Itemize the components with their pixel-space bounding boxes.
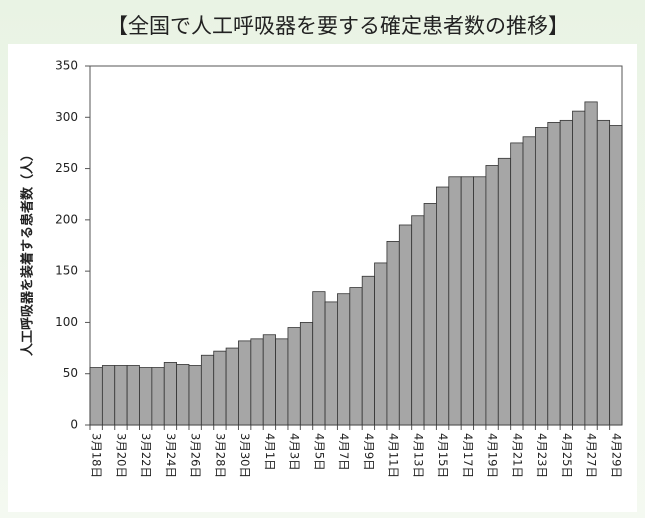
bar xyxy=(361,275,375,426)
bar xyxy=(213,350,227,426)
bar xyxy=(176,364,190,426)
bar xyxy=(510,142,524,426)
bar xyxy=(460,176,474,426)
bar xyxy=(473,176,487,426)
bar xyxy=(534,127,549,426)
y-tick-label: 300 xyxy=(55,110,78,124)
bar xyxy=(436,186,450,426)
y-axis-label: 人工呼吸器を装着する患者数（人） xyxy=(20,148,36,356)
bar xyxy=(275,338,289,426)
x-tick-label: 3月26日 xyxy=(189,433,203,478)
y-tick-label: 50 xyxy=(63,366,78,380)
x-tick-label: 4月3日 xyxy=(288,433,302,471)
bar xyxy=(349,287,363,426)
x-tick-label: 4月27日 xyxy=(585,433,599,478)
y-tick-label: 200 xyxy=(55,212,78,226)
y-tick-label: 100 xyxy=(55,315,78,329)
bar xyxy=(522,136,536,426)
bar xyxy=(250,338,264,426)
bar xyxy=(596,119,611,426)
bar xyxy=(572,110,586,426)
x-tick-label: 3月18日 xyxy=(90,433,104,478)
y-tick-label: 250 xyxy=(55,161,78,175)
bar xyxy=(559,119,573,426)
x-tick-label: 4月1日 xyxy=(263,433,277,471)
bar xyxy=(151,367,165,426)
bar xyxy=(398,224,413,426)
x-tick-label: 4月23日 xyxy=(535,433,549,478)
bar xyxy=(423,203,437,426)
x-tick-label: 4月17日 xyxy=(461,433,475,478)
bar xyxy=(188,365,202,426)
x-tick-label: 4月13日 xyxy=(411,433,425,478)
y-tick-label: 0 xyxy=(70,418,78,432)
bar xyxy=(374,262,388,426)
bar xyxy=(238,340,252,426)
x-tick-label: 3月24日 xyxy=(164,433,178,478)
bar xyxy=(126,365,140,426)
bar xyxy=(89,367,103,426)
bar xyxy=(101,365,116,426)
bar xyxy=(386,240,400,426)
x-tick-label: 3月22日 xyxy=(139,433,153,478)
bar xyxy=(337,293,351,426)
bar xyxy=(163,362,178,426)
y-tick-label: 150 xyxy=(55,264,78,278)
bar xyxy=(547,122,561,426)
x-tick-label: 4月25日 xyxy=(560,433,574,478)
bar xyxy=(299,322,314,426)
x-tick-label: 4月5日 xyxy=(312,433,326,471)
bar xyxy=(225,347,239,426)
bar xyxy=(139,367,153,426)
bar xyxy=(114,365,128,426)
bar xyxy=(609,125,623,426)
bar xyxy=(312,291,326,426)
bar xyxy=(324,301,338,426)
bar xyxy=(262,334,276,426)
x-tick-label: 4月29日 xyxy=(609,433,623,478)
bar xyxy=(411,215,425,426)
chart-title: 【全国で人工呼吸器を要する確定患者数の推移】 xyxy=(107,14,569,38)
x-tick-label: 3月20日 xyxy=(114,433,128,478)
x-tick-label: 4月7日 xyxy=(337,433,351,471)
y-tick-label: 350 xyxy=(55,59,78,73)
bar xyxy=(200,354,215,426)
x-tick-label: 4月9日 xyxy=(362,433,376,471)
bar xyxy=(287,327,301,426)
bar xyxy=(584,101,598,426)
x-tick-label: 4月21日 xyxy=(510,433,524,478)
x-tick-label: 4月19日 xyxy=(486,433,500,478)
bar xyxy=(448,176,462,426)
x-tick-label: 3月30日 xyxy=(238,433,252,478)
x-tick-label: 3月28日 xyxy=(213,433,227,478)
bar xyxy=(497,157,512,426)
bar xyxy=(485,165,499,426)
x-tick-label: 4月15日 xyxy=(436,433,450,478)
x-tick-label: 4月11日 xyxy=(387,433,401,478)
